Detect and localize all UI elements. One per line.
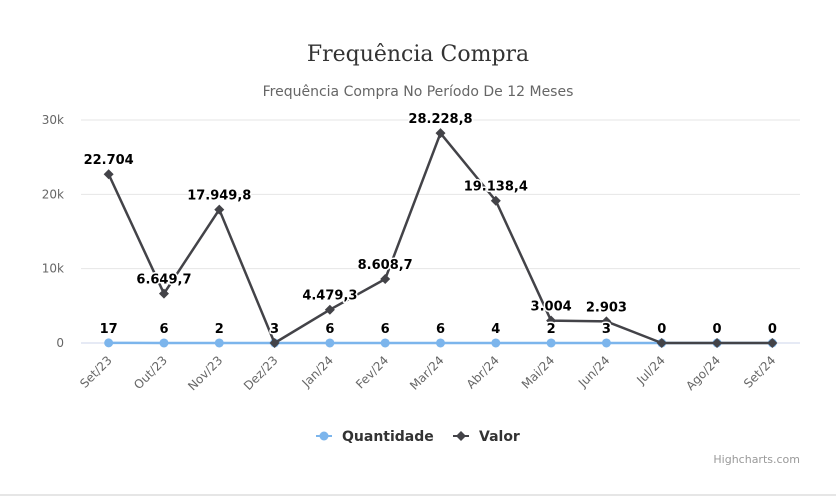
data-label: 4 <box>491 322 500 337</box>
data-point[interactable] <box>436 338 445 347</box>
data-label: 17 <box>100 322 118 337</box>
y-tick-label: 30k <box>42 113 64 127</box>
data-point[interactable] <box>159 338 168 347</box>
credits-link[interactable]: Highcharts.com <box>713 453 800 466</box>
data-label: 2 <box>215 322 224 337</box>
data-label: 0 <box>713 322 722 337</box>
data-label: 3 <box>602 322 611 337</box>
y-tick-label: 10k <box>42 262 64 276</box>
data-point[interactable] <box>491 338 500 347</box>
data-point[interactable] <box>215 338 224 347</box>
legend-marker <box>320 432 329 441</box>
data-point[interactable] <box>325 338 334 347</box>
data-label: 0 <box>768 322 777 337</box>
data-label: 3.004 <box>531 300 572 315</box>
data-label: 2 <box>547 322 556 337</box>
data-point[interactable] <box>381 338 390 347</box>
legend: Quantidade Valor <box>316 429 520 445</box>
data-label: 17.949,8 <box>187 189 251 204</box>
data-label: 6 <box>381 322 390 337</box>
data-label: 3 <box>270 322 279 337</box>
data-label: 19.138,4 <box>464 180 528 195</box>
data-label: 22.704 <box>84 153 134 168</box>
data-label: 4.479,3 <box>302 289 357 304</box>
data-label: 6 <box>159 322 168 337</box>
data-point[interactable] <box>602 338 611 347</box>
data-label: 0 <box>657 322 666 337</box>
data-label: 8.608,7 <box>358 258 413 273</box>
data-label: 6.649,7 <box>136 273 191 288</box>
chart-subtitle: Frequência Compra No Período De 12 Meses <box>263 84 574 100</box>
legend-label: Quantidade <box>342 429 434 445</box>
y-tick-label: 0 <box>56 336 64 350</box>
data-point[interactable] <box>547 338 556 347</box>
data-label: 28.228,8 <box>408 112 472 127</box>
data-label: 6 <box>325 322 334 337</box>
data-label: 2.903 <box>586 300 627 315</box>
y-tick-label: 20k <box>42 187 64 201</box>
data-label: 6 <box>436 322 445 337</box>
chart-title: Frequência Compra <box>307 42 529 67</box>
legend-label: Valor <box>479 429 520 445</box>
data-point[interactable] <box>104 338 113 347</box>
